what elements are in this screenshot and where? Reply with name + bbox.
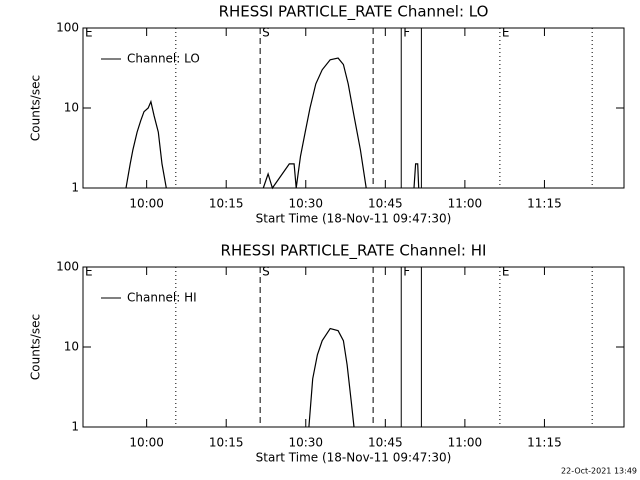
y-axis-label: Counts/sec [29,314,43,380]
y-tick-label: 100 [56,21,79,35]
x-tick-label: 11:15 [527,197,562,211]
x-tick-label: 11:00 [448,197,483,211]
marker-label: E [502,26,510,40]
marker-label: S [262,26,270,40]
plot-frame [82,266,625,428]
timestamp: 22-Oct-2021 13:49 [561,467,637,476]
marker-label: F [403,26,410,40]
y-axis-label: Counts/sec [29,75,43,141]
x-tick-label: 10:30 [288,436,323,450]
x-tick-label: 10:30 [288,197,323,211]
plot-frame [82,27,625,189]
marker-label: E [502,265,510,279]
data-line [125,57,420,190]
x-axis-label: Start Time (18-Nov-11 09:47:30) [256,212,452,226]
legend-label: Channel: HI [127,291,197,305]
x-tick-label: 10:45 [368,436,403,450]
x-tick-label: 10:15 [209,436,244,450]
x-tick-label: 10:00 [129,197,164,211]
y-tick-label: 10 [64,101,79,115]
marker-label: S [262,265,270,279]
chart-title: RHESSI PARTICLE_RATE Channel: LO [219,3,489,22]
y-tick-label: 10 [64,340,79,354]
y-tick-label: 100 [56,260,79,274]
x-tick-label: 11:00 [448,436,483,450]
x-axis-label: Start Time (18-Nov-11 09:47:30) [256,451,452,465]
x-tick-label: 10:45 [368,197,403,211]
x-tick-label: 10:00 [129,436,164,450]
data-line [308,327,355,428]
marker-label: E [85,26,93,40]
y-tick-label: 1 [71,420,79,434]
marker-label: E [85,265,93,279]
x-tick-label: 11:15 [527,436,562,450]
chart-title: RHESSI PARTICLE_RATE Channel: HI [221,242,487,261]
marker-label: F [403,265,410,279]
legend-label: Channel: LO [127,52,200,66]
y-tick-label: 1 [71,181,79,195]
x-tick-label: 10:15 [209,197,244,211]
